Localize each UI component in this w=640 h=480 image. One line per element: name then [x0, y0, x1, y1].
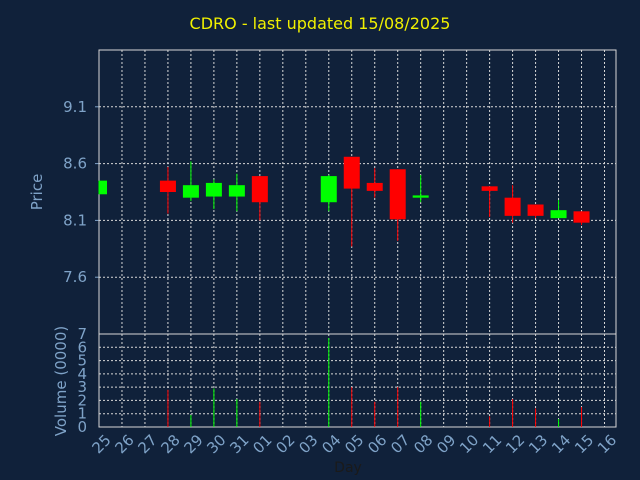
candle-body	[320, 176, 337, 203]
volume-tick-label: 0	[77, 418, 87, 436]
candle-body	[205, 182, 222, 197]
candle-body	[481, 186, 498, 191]
candle-body	[550, 210, 567, 219]
candle-body	[99, 180, 107, 195]
price-panel-frame	[98, 49, 617, 335]
volume-tick-label: 6	[77, 338, 87, 356]
volume-axis-label: Volume (0000)	[52, 326, 70, 436]
candle-body	[159, 180, 176, 192]
candle-body	[573, 211, 590, 223]
price-tick-label: 7.6	[63, 268, 87, 286]
candle-body	[228, 185, 245, 197]
x-axis-label: Day	[334, 460, 362, 476]
candle-body	[343, 156, 360, 189]
candle-body	[389, 169, 406, 220]
price-axis-label: Price	[28, 174, 46, 211]
volume-tick-label: 2	[77, 391, 87, 409]
candle-body	[412, 195, 429, 198]
candle-body	[366, 182, 383, 191]
x-tick-label: 16	[594, 431, 620, 457]
volume-tick-label: 4	[77, 365, 87, 383]
volume-tick-label: 5	[77, 352, 87, 370]
candle-body	[527, 204, 544, 216]
volume-tick-label: 7	[77, 325, 87, 343]
volume-tick-label: 1	[77, 405, 87, 423]
candle-body	[504, 197, 521, 216]
candle-body	[182, 185, 199, 198]
candle-body	[251, 176, 268, 203]
price-tick-label: 8.1	[63, 211, 87, 229]
volume-panel-frame	[98, 333, 617, 428]
price-tick-label: 8.6	[63, 155, 87, 173]
price-tick-label: 9.1	[63, 98, 87, 116]
chart-title: CDRO - last updated 15/08/2025	[189, 14, 451, 33]
volume-tick-label: 3	[77, 378, 87, 396]
